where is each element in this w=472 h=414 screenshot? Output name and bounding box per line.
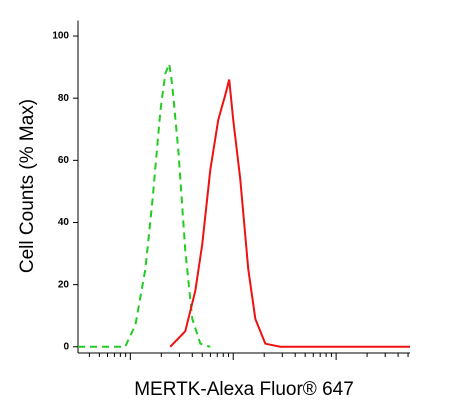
y-tick-label: 80 (58, 93, 70, 104)
y-tick-label: 20 (58, 279, 70, 290)
x-axis-title: MERTK-Alexa Fluor® 647 (134, 379, 354, 400)
histogram-line (78, 60, 211, 348)
y-tick-label: 0 (63, 341, 69, 352)
y-tick-label: 60 (58, 155, 70, 166)
histogram-line (169, 79, 410, 348)
y-axis-title: Cell Counts (% Max) (17, 99, 38, 273)
y-tick-label: 40 (58, 217, 70, 228)
y-tick-label: 100 (52, 31, 69, 42)
